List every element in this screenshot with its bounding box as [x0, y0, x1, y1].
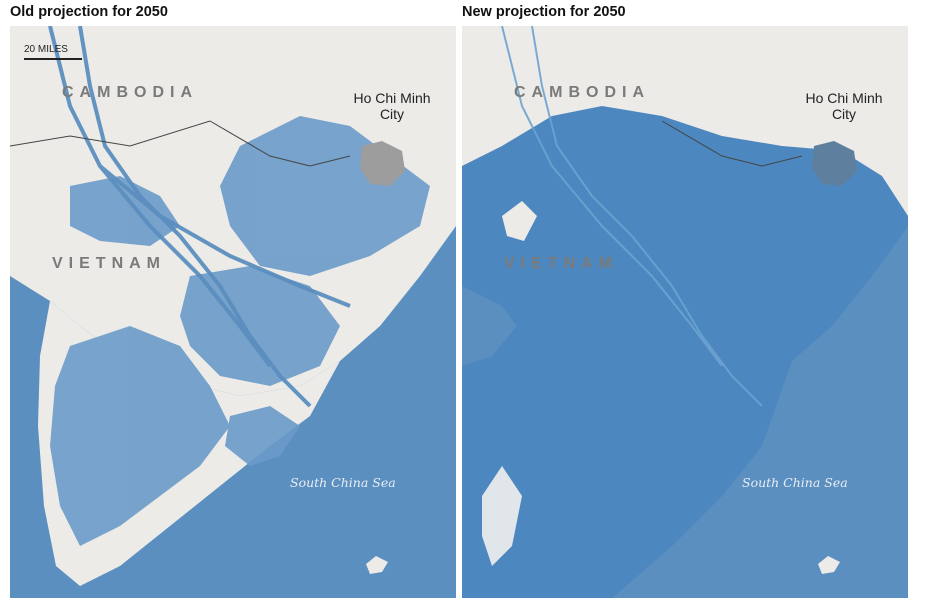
sea	[612, 226, 908, 598]
sea-label: South China Sea	[290, 475, 396, 490]
scale-line	[24, 58, 82, 60]
border-line	[661, 120, 803, 167]
city-area	[360, 141, 405, 186]
city-label: Ho Chi Minh City	[353, 90, 431, 122]
cambodia-label: CAMBODIA	[62, 84, 198, 101]
island	[366, 556, 388, 574]
dry-land	[502, 201, 537, 241]
vietnam-label: VIETNAM	[52, 255, 166, 272]
city-area	[812, 141, 857, 186]
vietnam-label: VIETNAM	[504, 255, 618, 272]
panel-divider	[457, 26, 461, 598]
sea-label: South China Sea	[742, 475, 848, 490]
city-label: Ho Chi Minh City	[805, 90, 883, 122]
scale-bar: 20 MILES	[24, 44, 82, 60]
old-projection-title: Old projection for 2050	[10, 4, 168, 20]
flood-areas	[50, 116, 430, 546]
island	[818, 556, 840, 574]
new-projection-map: CAMBODIA VIETNAM Ho Chi Minh City South …	[462, 26, 908, 598]
scale-label: 20 MILES	[24, 44, 68, 55]
dry-land	[482, 466, 522, 566]
new-projection-title: New projection for 2050	[462, 4, 626, 20]
old-projection-panel: Old projection for 2050	[10, 0, 456, 600]
new-projection-panel: New projection for 2050 CAMBODIA VIETNAM…	[462, 0, 908, 600]
rivers	[48, 26, 351, 408]
old-projection-map: 20 MILES CAMBODIA VIETNAM Ho Chi Minh Ci…	[10, 26, 456, 598]
cambodia-label: CAMBODIA	[514, 84, 650, 101]
rivers	[501, 26, 763, 407]
sea-west	[462, 286, 517, 366]
border-line	[10, 120, 351, 167]
